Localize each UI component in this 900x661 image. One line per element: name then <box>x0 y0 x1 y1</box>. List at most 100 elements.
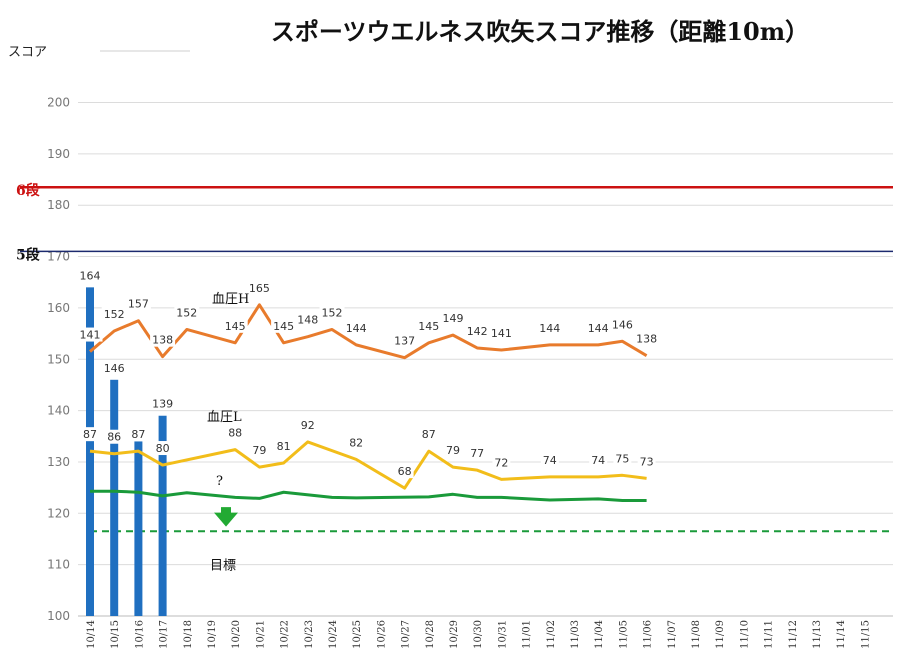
goal-label: 目標 <box>210 558 236 573</box>
x-tick-label: 11/05 <box>618 620 629 649</box>
x-tick-label: 10/17 <box>159 620 170 649</box>
data-label-backdrop <box>419 427 438 442</box>
data-label-backdrop <box>174 305 200 320</box>
data-label-backdrop <box>153 441 172 456</box>
data-label: 142 <box>467 325 488 338</box>
data-label: 141 <box>80 329 101 342</box>
data-label: 144 <box>588 322 609 335</box>
data-label-backdrop <box>347 435 366 450</box>
data-label-backdrop <box>416 318 442 333</box>
data-label: 74 <box>543 454 557 467</box>
x-tick-label: 10/24 <box>328 620 339 649</box>
x-tick-label: 10/18 <box>183 620 194 649</box>
data-label-backdrop <box>537 320 563 335</box>
x-tick-label: 10/30 <box>473 620 484 649</box>
x-tick-label: 10/15 <box>110 620 121 649</box>
data-label: 149 <box>443 312 464 325</box>
data-label: 81 <box>277 440 291 453</box>
x-tick-label: 11/12 <box>788 620 799 649</box>
x-tick-label: 11/04 <box>594 620 605 649</box>
data-label: 165 <box>249 282 270 295</box>
data-label: 87 <box>131 428 145 441</box>
x-tick-label: 11/11 <box>764 620 775 649</box>
data-label-backdrop <box>101 307 127 322</box>
data-label-backdrop <box>77 327 103 342</box>
bar-value-label: 146 <box>104 362 125 375</box>
y-tick-label: 180 <box>47 198 70 212</box>
data-label-backdrop <box>105 429 124 444</box>
data-label-backdrop <box>246 280 272 295</box>
x-tick-label: 10/23 <box>304 620 315 649</box>
x-tick-label: 10/31 <box>497 620 508 649</box>
y-tick-label: 110 <box>47 558 70 572</box>
data-label: 144 <box>346 322 367 335</box>
data-label: 146 <box>612 318 633 331</box>
y-tick-label: 170 <box>47 250 70 264</box>
reference-label: 6段 <box>16 182 40 199</box>
x-tick-label: 10/27 <box>401 620 412 649</box>
data-label: 152 <box>322 306 343 319</box>
data-label-backdrop <box>295 312 321 327</box>
data-label: 79 <box>446 444 460 457</box>
data-label-backdrop <box>637 454 656 469</box>
y-tick-label: 160 <box>47 301 70 315</box>
down-arrow-icon <box>214 507 238 527</box>
data-label-backdrop <box>319 305 345 320</box>
data-label-backdrop <box>343 320 369 335</box>
data-label-backdrop <box>129 427 148 442</box>
y-ticks: 100 110 120 130 140 150 160 170 180 190 200 <box>47 96 70 624</box>
x-tick-label: 10/28 <box>425 620 436 649</box>
score-bar <box>110 379 119 616</box>
data-label-backdrop <box>589 452 608 467</box>
data-label-backdrop <box>609 317 635 332</box>
data-label-backdrop <box>274 438 293 453</box>
data-label: 68 <box>398 465 412 478</box>
series-annotation-bp-low: 血圧L <box>207 410 242 425</box>
y-tick-label: 100 <box>47 609 70 623</box>
data-label-backdrop <box>585 320 611 335</box>
bar-value-label: 139 <box>152 398 173 411</box>
x-tick-label: 11/10 <box>739 620 750 649</box>
series-annotation-bp-high: 血圧H <box>212 292 249 307</box>
data-label-backdrop <box>298 417 317 432</box>
y-axis-label: スコア <box>8 45 47 60</box>
data-label-backdrop <box>81 427 99 442</box>
data-label-backdrop <box>392 333 418 348</box>
data-label: 141 <box>491 327 512 340</box>
data-label: 138 <box>636 333 657 346</box>
x-tick-label: 10/14 <box>86 620 97 649</box>
data-label-backdrop <box>222 318 248 333</box>
bp-high-line <box>89 303 648 360</box>
bp-low-line <box>89 440 647 490</box>
x-tick-label: 10/21 <box>255 620 266 649</box>
data-label-backdrop <box>226 425 245 440</box>
data-label: 145 <box>273 320 294 333</box>
y-tick-label: 140 <box>47 404 70 418</box>
data-label: 72 <box>494 456 508 469</box>
data-label: 77 <box>470 447 484 460</box>
reference-lines <box>20 185 893 533</box>
chart-title: スポーツウエルネス吹矢スコア推移（距離10m） <box>271 17 809 46</box>
y-tick-label: 150 <box>47 352 70 366</box>
data-label: 145 <box>225 320 246 333</box>
data-label-backdrop <box>250 443 269 458</box>
x-tick-label: 11/08 <box>691 620 702 649</box>
x-ticks: 10/14 10/15 10/16 10/17 10/18 10/19 10/20 10/21… <box>86 620 871 649</box>
x-tick-label: 10/20 <box>231 620 242 649</box>
data-label-backdrop <box>440 311 466 326</box>
x-tick-label: 11/14 <box>836 620 847 649</box>
reference-label: 5段 <box>16 246 40 263</box>
x-tick-label: 10/29 <box>449 620 460 649</box>
data-label: 88 <box>228 427 242 440</box>
data-label-backdrop <box>150 332 176 347</box>
data-label-backdrop <box>613 451 632 466</box>
x-tick-label: 10/26 <box>376 620 387 649</box>
grid <box>78 102 893 617</box>
data-label-backdrop <box>125 296 151 311</box>
data-label: 144 <box>539 322 560 335</box>
data-label: 152 <box>104 308 125 321</box>
data-label: 86 <box>107 431 121 444</box>
x-tick-label: 11/09 <box>715 620 726 649</box>
